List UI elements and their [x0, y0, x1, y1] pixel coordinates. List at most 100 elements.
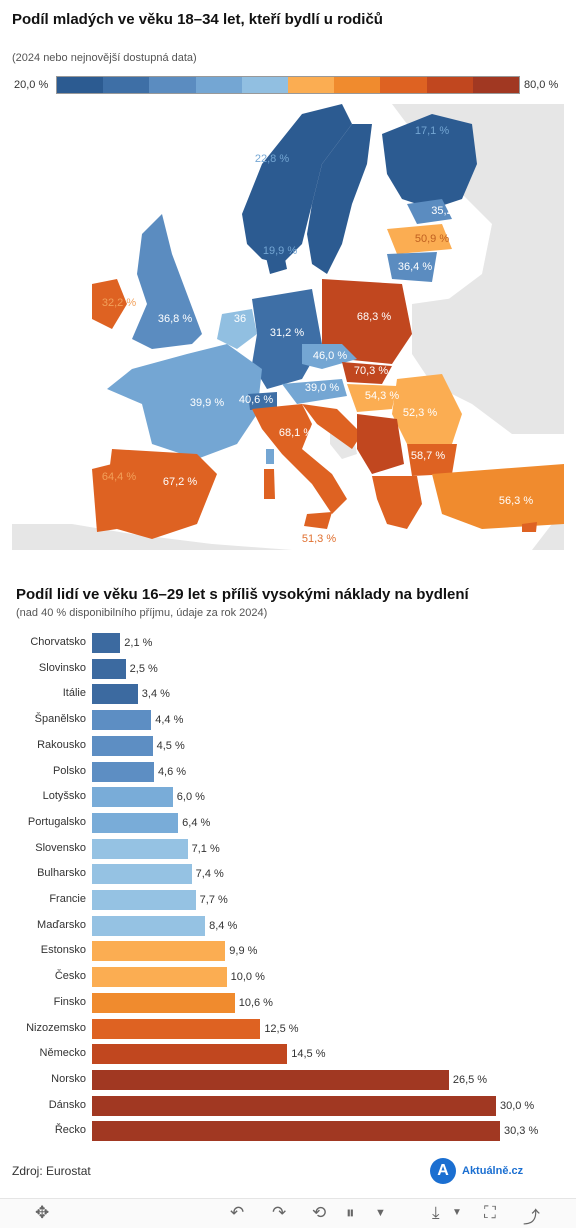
- bar-category-label: Rakousko: [37, 738, 86, 751]
- bar[interactable]: [92, 658, 126, 679]
- map-region-benelux[interactable]: [217, 309, 257, 349]
- map-region-turkey[interactable]: [432, 464, 564, 529]
- bar[interactable]: [92, 684, 138, 705]
- map-region-bulgaria[interactable]: [407, 444, 457, 476]
- fullscreen-icon[interactable]: ⛶: [484, 1203, 496, 1222]
- bar[interactable]: [92, 1095, 496, 1116]
- bar[interactable]: [92, 633, 121, 653]
- bar[interactable]: [92, 1121, 500, 1142]
- map-region-switzerland[interactable]: [248, 392, 277, 410]
- bar[interactable]: [92, 838, 188, 859]
- share-icon[interactable]: ⤴: [523, 1208, 540, 1227]
- bar-row[interactable]: Norsko 26,5 %: [0, 1069, 576, 1091]
- map-value-label: 40,6 %: [239, 394, 273, 406]
- bar-row[interactable]: Bulharsko 7,4 %: [0, 863, 576, 885]
- bar[interactable]: [92, 890, 196, 910]
- map-region-romania[interactable]: [392, 374, 462, 444]
- map-region-sardinia[interactable]: [264, 469, 275, 499]
- bar-row[interactable]: Rakousko 4,5 %: [0, 735, 576, 757]
- bar-category-label: Slovinsko: [38, 661, 86, 674]
- bar[interactable]: [92, 761, 154, 782]
- bar[interactable]: [92, 787, 173, 808]
- bar[interactable]: [92, 1018, 261, 1039]
- bar-row[interactable]: Francie 7,7 %: [0, 889, 576, 911]
- aktualne-logo[interactable]: A Aktuálně.cz: [430, 1158, 523, 1184]
- bar-row[interactable]: Nizozemsko 12,5 %: [0, 1018, 576, 1040]
- bar-row[interactable]: Maďarsko 8,4 %: [0, 915, 576, 937]
- bar[interactable]: [92, 864, 192, 885]
- legend-step: [241, 77, 289, 93]
- bar[interactable]: [92, 812, 179, 833]
- bar[interactable]: [92, 710, 152, 731]
- download-icon[interactable]: ⤓: [432, 1203, 440, 1222]
- map-subtitle: (2024 nebo nejnovější dostupná data): [12, 52, 197, 64]
- map-region-norway[interactable]: [242, 104, 352, 264]
- legend-step: [195, 77, 242, 93]
- map-region-france[interactable]: [107, 344, 262, 459]
- map-region-denmark[interactable]: [264, 244, 287, 274]
- bar-row[interactable]: Slovensko 7,1 %: [0, 838, 576, 860]
- bar-row[interactable]: Estonsko 9,9 %: [0, 940, 576, 962]
- map-region-hungary[interactable]: [347, 384, 397, 412]
- bar-value-label: 8,4 %: [209, 919, 238, 932]
- map-region-corsica[interactable]: [266, 449, 274, 464]
- bar-row[interactable]: Portugalsko 6,4 %: [0, 812, 576, 834]
- bar[interactable]: [92, 735, 153, 756]
- europe-map[interactable]: 17,1 % 22,8 % 35,2 50,9 % 36,4 % 19,9 % 36,8 %…: [12, 104, 564, 550]
- bar-value-label: 2,5 %: [129, 662, 158, 675]
- map-region-uk[interactable]: [132, 214, 202, 349]
- map-value-label: 64,4 %: [102, 471, 136, 483]
- map-value-label: 68,3 %: [357, 311, 391, 323]
- map-region-greece[interactable]: [372, 476, 422, 529]
- map-region-croatia[interactable]: [302, 404, 362, 449]
- map-value-label: 70,3 %: [354, 365, 388, 377]
- bar-row[interactable]: Dánsko 30,0 %: [0, 1095, 576, 1117]
- bar-row[interactable]: Řecko 30,3 %: [0, 1120, 576, 1142]
- legend-step: [334, 77, 381, 93]
- bar-chart-title: Podíl lidí ve věku 16–29 let s příliš vy…: [16, 586, 469, 603]
- bar-row[interactable]: Česko 10,0 %: [0, 966, 576, 988]
- map-region-sweden[interactable]: [307, 124, 372, 274]
- map-region-slovakia[interactable]: [342, 362, 392, 384]
- map-region-poland[interactable]: [322, 279, 412, 364]
- undo-icon[interactable]: ↶: [230, 1203, 245, 1222]
- bar-row[interactable]: Slovinsko 2,5 %: [0, 658, 576, 680]
- map-value-label: 17,1 %: [415, 125, 449, 137]
- bar[interactable]: [92, 1069, 449, 1090]
- map-region-spain[interactable]: [107, 449, 217, 539]
- download-dropdown-icon[interactable]: ▼: [452, 1207, 462, 1218]
- move-icon[interactable]: ✥: [35, 1203, 50, 1222]
- legend-step: [288, 77, 335, 93]
- bar-row[interactable]: Finsko 10,6 %: [0, 992, 576, 1014]
- revert-icon[interactable]: ⟲: [312, 1203, 327, 1222]
- bar-category-label: Česko: [54, 970, 86, 983]
- bar-row[interactable]: Lotyšsko 6,0 %: [0, 786, 576, 808]
- dropdown-icon[interactable]: ▼: [375, 1207, 386, 1219]
- map-value-label: 46,0 %: [313, 350, 347, 362]
- pause-icon[interactable]: ⏸: [346, 1203, 355, 1222]
- redo-icon[interactable]: ↷: [272, 1203, 287, 1222]
- map-region-sicily[interactable]: [304, 512, 332, 529]
- map-region-serbia[interactable]: [357, 414, 404, 474]
- map-region-latvia[interactable]: [387, 224, 452, 254]
- bar-row[interactable]: Španělsko 4,4 %: [0, 709, 576, 731]
- bar-category-label: Slovensko: [35, 841, 86, 854]
- map-region-finland[interactable]: [382, 114, 477, 209]
- map-region-cyprus[interactable]: [522, 522, 537, 532]
- map-region-italy[interactable]: [252, 404, 347, 514]
- bar[interactable]: [92, 967, 227, 988]
- map-region-ireland[interactable]: [92, 279, 127, 329]
- bar[interactable]: [92, 915, 206, 936]
- bar-row[interactable]: Polsko 4,6 %: [0, 761, 576, 783]
- map-region-portugal[interactable]: [92, 464, 117, 532]
- bar[interactable]: [92, 992, 235, 1013]
- map-region-estonia[interactable]: [407, 199, 452, 224]
- bar-row[interactable]: Itálie 3,4 %: [0, 683, 576, 705]
- bar[interactable]: [92, 1044, 288, 1065]
- bar[interactable]: [92, 941, 226, 962]
- bar-category-label: Finsko: [53, 995, 86, 1008]
- map-region-lithuania[interactable]: [387, 252, 437, 282]
- bar-row[interactable]: Německo 14,5 %: [0, 1043, 576, 1065]
- bar-row[interactable]: Chorvatsko 2,1 %: [0, 632, 576, 654]
- map-region-austria[interactable]: [282, 379, 347, 404]
